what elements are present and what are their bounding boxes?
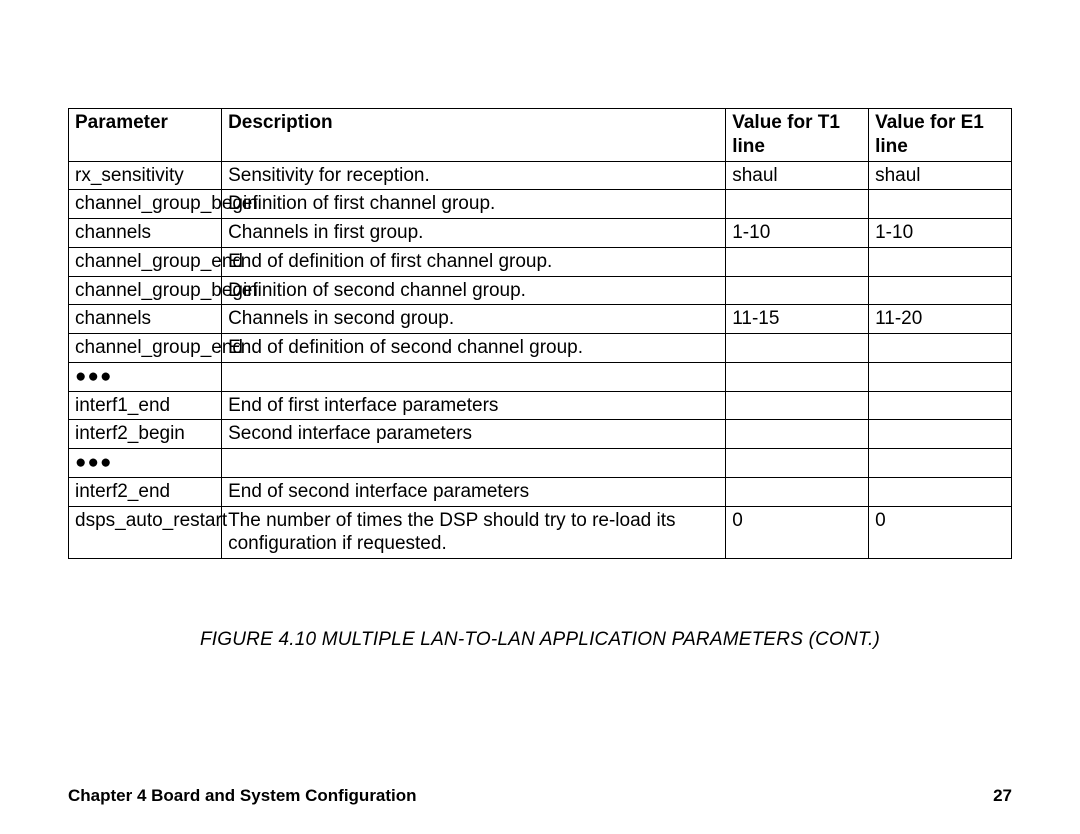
cell-param: channel_group_end	[69, 334, 222, 363]
col-header-description: Description	[222, 109, 726, 162]
page-footer: Chapter 4 Board and System Configuration…	[68, 786, 1012, 806]
col-header-parameter: Parameter	[69, 109, 222, 162]
cell-e1: shaul	[869, 161, 1012, 190]
cell-desc: Second interface parameters	[222, 420, 726, 449]
cell-e1	[869, 420, 1012, 449]
cell-desc: End of definition of second channel grou…	[222, 334, 726, 363]
table-row: interf2_beginSecond interface parameters	[69, 420, 1012, 449]
table-row: ●●●	[69, 362, 1012, 391]
cell-e1	[869, 477, 1012, 506]
table-row: dsps_auto_restartThe number of times the…	[69, 506, 1012, 559]
cell-desc: End of second interface parameters	[222, 477, 726, 506]
table-body: rx_sensitivitySensitivity for reception.…	[69, 161, 1012, 559]
table-row: rx_sensitivitySensitivity for reception.…	[69, 161, 1012, 190]
cell-desc: Definition of second channel group.	[222, 276, 726, 305]
parameters-table: Parameter Description Value for T1 line …	[68, 108, 1012, 559]
cell-param: interf2_end	[69, 477, 222, 506]
table-row: channelsChannels in second group.11-1511…	[69, 305, 1012, 334]
cell-e1: 11-20	[869, 305, 1012, 334]
table-row: channel_group_beginDefinition of second …	[69, 276, 1012, 305]
cell-param: channel_group_begin	[69, 276, 222, 305]
cell-e1	[869, 334, 1012, 363]
cell-t1: 0	[726, 506, 869, 559]
document-page: Parameter Description Value for T1 line …	[0, 0, 1080, 834]
table-row: channel_group_endEnd of definition of se…	[69, 334, 1012, 363]
table-row: channel_group_beginDefinition of first c…	[69, 190, 1012, 219]
cell-param: channel_group_begin	[69, 190, 222, 219]
cell-e1	[869, 391, 1012, 420]
cell-t1	[726, 449, 869, 478]
cell-t1	[726, 190, 869, 219]
table-header-row: Parameter Description Value for T1 line …	[69, 109, 1012, 162]
cell-e1	[869, 362, 1012, 391]
figure-caption: FIGURE 4.10 MULTIPLE LAN-TO-LAN APPLICAT…	[68, 629, 1012, 651]
cell-param: ●●●	[69, 362, 222, 391]
cell-e1: 1-10	[869, 219, 1012, 248]
cell-param: channel_group_end	[69, 247, 222, 276]
cell-desc: Definition of first channel group.	[222, 190, 726, 219]
cell-desc: The number of times the DSP should try t…	[222, 506, 726, 559]
cell-desc: Channels in first group.	[222, 219, 726, 248]
cell-t1: 1-10	[726, 219, 869, 248]
cell-t1	[726, 334, 869, 363]
cell-desc	[222, 449, 726, 478]
cell-t1	[726, 420, 869, 449]
cell-t1	[726, 247, 869, 276]
cell-param: interf2_begin	[69, 420, 222, 449]
col-header-t1: Value for T1 line	[726, 109, 869, 162]
cell-e1	[869, 247, 1012, 276]
cell-e1	[869, 276, 1012, 305]
table-row: interf2_endEnd of second interface param…	[69, 477, 1012, 506]
cell-desc	[222, 362, 726, 391]
cell-desc: End of definition of first channel group…	[222, 247, 726, 276]
cell-t1	[726, 362, 869, 391]
cell-param: rx_sensitivity	[69, 161, 222, 190]
cell-e1: 0	[869, 506, 1012, 559]
cell-param: ●●●	[69, 449, 222, 478]
footer-chapter: Chapter 4 Board and System Configuration	[68, 786, 417, 806]
cell-t1	[726, 276, 869, 305]
cell-t1: shaul	[726, 161, 869, 190]
cell-e1	[869, 190, 1012, 219]
footer-page-number: 27	[993, 786, 1012, 806]
cell-t1: 11-15	[726, 305, 869, 334]
table-row: channelsChannels in first group.1-101-10	[69, 219, 1012, 248]
table-row: ●●●	[69, 449, 1012, 478]
cell-t1	[726, 477, 869, 506]
table-row: channel_group_endEnd of definition of fi…	[69, 247, 1012, 276]
col-header-e1: Value for E1 line	[869, 109, 1012, 162]
cell-param: interf1_end	[69, 391, 222, 420]
cell-param: channels	[69, 219, 222, 248]
cell-desc: Sensitivity for reception.	[222, 161, 726, 190]
cell-param: channels	[69, 305, 222, 334]
table-row: interf1_endEnd of first interface parame…	[69, 391, 1012, 420]
cell-desc: End of first interface parameters	[222, 391, 726, 420]
cell-e1	[869, 449, 1012, 478]
cell-param: dsps_auto_restart	[69, 506, 222, 559]
cell-t1	[726, 391, 869, 420]
cell-desc: Channels in second group.	[222, 305, 726, 334]
